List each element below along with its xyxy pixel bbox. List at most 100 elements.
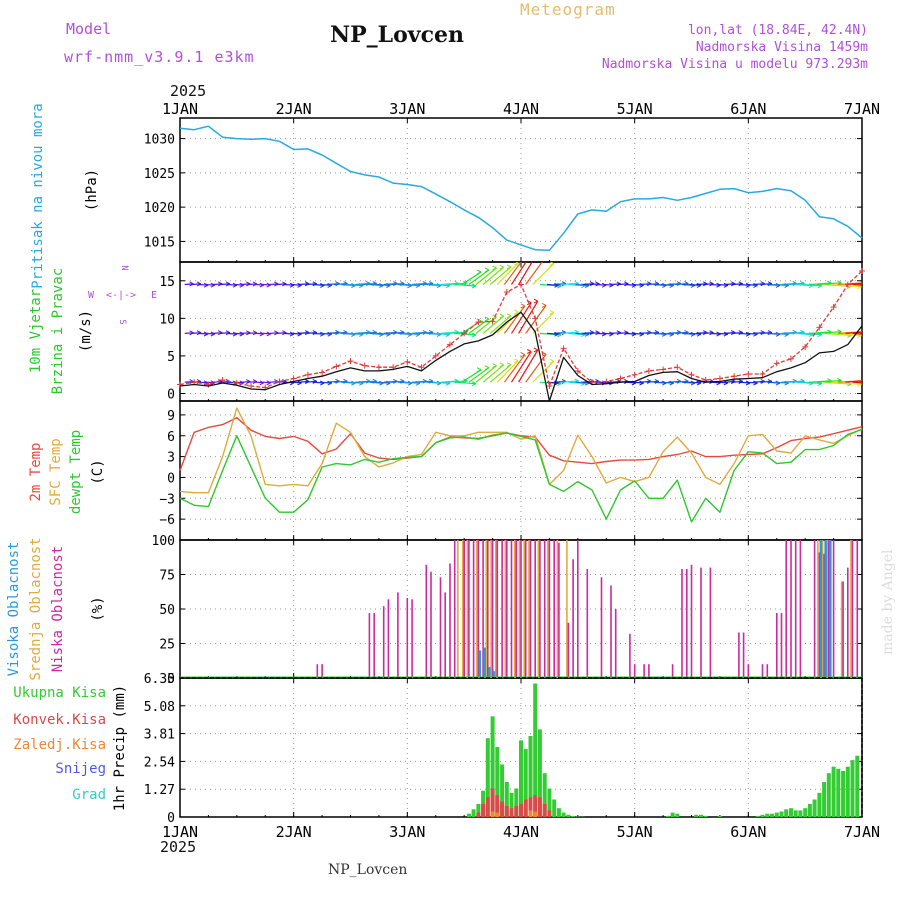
- precip-bar: [533, 811, 538, 817]
- wind-barb-head: [492, 314, 497, 320]
- precip-bar: [528, 810, 533, 817]
- precip-legend-item: Grad: [72, 787, 106, 803]
- precip-bar: [504, 782, 509, 817]
- compass-arrows: <-|->: [106, 290, 136, 301]
- compass-north: N: [119, 265, 129, 270]
- wind-barb-head: [878, 280, 882, 284]
- cloud-bar: [794, 540, 797, 678]
- cloud-bar: [548, 540, 551, 678]
- wind-barb: [319, 332, 332, 335]
- elevation-label: Nadmorska Visina 1459m: [695, 40, 868, 55]
- cloud-bar: [439, 577, 442, 678]
- cloud-bar: [514, 540, 516, 678]
- precip-bar: [665, 815, 670, 817]
- wind-barb-head: [506, 313, 512, 319]
- wind-barb: [468, 269, 490, 285]
- cloud-bar: [790, 540, 792, 678]
- wind-barb: [482, 315, 505, 334]
- wind-speed-marker: [489, 318, 496, 325]
- wind-barb-head: [542, 255, 546, 259]
- wind-barb-head: [526, 349, 532, 354]
- wind-barb-head: [888, 383, 892, 387]
- wind-barb: [703, 332, 714, 334]
- wind-speed-marker: [461, 330, 468, 337]
- wind-barb: [575, 283, 590, 287]
- wind-barb: [745, 381, 758, 384]
- wind-speed-marker: [503, 289, 510, 296]
- cloud-bar: [610, 585, 612, 678]
- precip-bar: [476, 812, 481, 817]
- y-tick-label: 1.27: [144, 783, 175, 798]
- wind-barb: [632, 283, 644, 286]
- precip-bar: [500, 764, 505, 817]
- wind-barb: [532, 263, 555, 285]
- wind-speed-marker: [859, 268, 865, 275]
- wind-barb: [852, 283, 862, 286]
- cloud-bar: [529, 540, 532, 678]
- wind-barb: [760, 380, 772, 383]
- wind-barb-head: [868, 329, 872, 333]
- precip-bar: [523, 799, 528, 817]
- cloud-bar: [738, 632, 740, 678]
- cloud-side-label-high: Visoka Oblacnost: [6, 542, 22, 677]
- credit-watermark: made by Angel: [880, 549, 896, 656]
- wind-barb: [269, 332, 279, 334]
- wind-barb: [305, 332, 317, 334]
- temp-series-line-2: [179, 407, 863, 494]
- wind-barb: [305, 283, 317, 286]
- top-day-label: 6JAN: [730, 100, 766, 118]
- year-top: 2025: [170, 82, 207, 100]
- wind-barb-head: [888, 334, 892, 338]
- wind-gust-line: [179, 311, 863, 402]
- wind-barb: [503, 262, 522, 285]
- wind-speed-marker: [816, 324, 823, 331]
- top-day-label: 3JAN: [389, 100, 425, 118]
- bottom-day-label: 7JAN: [844, 823, 880, 841]
- cloud-bar: [566, 540, 568, 678]
- wind-barb-head: [549, 309, 555, 315]
- wind-barb: [660, 332, 674, 335]
- y-tick-label: 0: [167, 387, 175, 402]
- wind-barb: [774, 283, 789, 287]
- wind-barb: [703, 283, 714, 286]
- cloud-bar: [567, 622, 570, 678]
- precip-bar: [466, 813, 471, 817]
- wind-barb: [489, 364, 512, 383]
- wind-barb: [689, 332, 702, 335]
- precip-bar: [533, 683, 538, 817]
- wind-speed-marker: [446, 341, 453, 348]
- cloud-bar: [461, 540, 464, 678]
- wind-barb: [674, 283, 689, 286]
- wind-barb: [376, 381, 391, 384]
- panel-pressure: 1015 1020 1025 1030: [144, 117, 863, 263]
- wind-barb: [660, 283, 674, 286]
- bottom-day-label: 4JAN: [503, 823, 539, 841]
- meteogram-title: Meteogram: [520, 0, 616, 19]
- wind-barb: [468, 367, 490, 383]
- precip-bar: [561, 812, 566, 817]
- cloud-bar: [776, 613, 778, 678]
- cloud-bar: [488, 667, 491, 678]
- wind-speed-marker: [560, 345, 567, 352]
- wind-barb-head: [506, 362, 512, 368]
- wind-barb: [255, 332, 264, 335]
- wind-barb: [510, 302, 532, 334]
- precip-bar: [528, 797, 533, 817]
- wind-barb: [525, 353, 547, 383]
- compass-south: S: [117, 319, 127, 324]
- wind-speed-marker: [347, 358, 354, 365]
- precip-bar: [831, 766, 836, 817]
- precip-bar: [571, 815, 576, 817]
- wind-barb: [760, 283, 772, 286]
- precip-bar: [547, 810, 552, 817]
- bottom-day-label: 6JAN: [730, 823, 766, 841]
- wind-barb: [305, 380, 317, 383]
- bottom-day-label: 2JAN: [276, 823, 312, 841]
- wind-barb-head: [520, 303, 526, 309]
- wind-speed-marker: [574, 367, 581, 374]
- top-day-label: 5JAN: [617, 100, 653, 118]
- wind-barb-head: [520, 352, 526, 358]
- y-tick-label: 75: [159, 569, 175, 584]
- cloud-bar: [586, 569, 589, 678]
- cloud-bar: [824, 540, 827, 678]
